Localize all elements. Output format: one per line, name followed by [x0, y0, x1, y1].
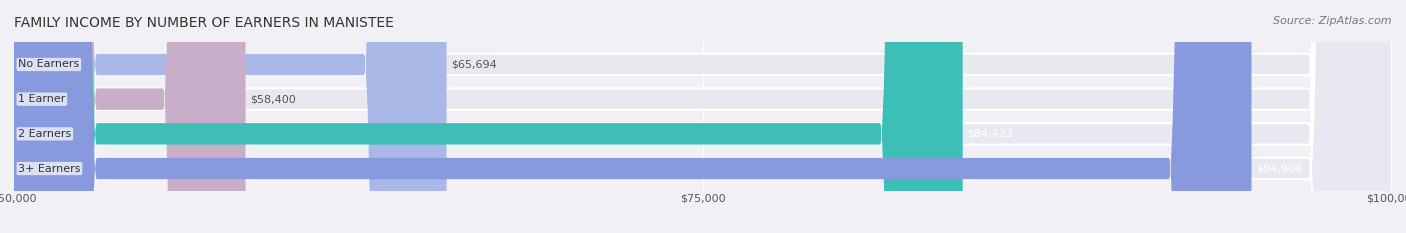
FancyBboxPatch shape	[14, 0, 447, 233]
FancyBboxPatch shape	[14, 0, 1392, 233]
FancyBboxPatch shape	[14, 0, 1392, 233]
Text: 3+ Earners: 3+ Earners	[18, 164, 80, 174]
Text: No Earners: No Earners	[18, 59, 80, 69]
FancyBboxPatch shape	[14, 0, 1251, 233]
FancyBboxPatch shape	[14, 0, 246, 233]
FancyBboxPatch shape	[14, 0, 963, 233]
FancyBboxPatch shape	[14, 0, 1392, 233]
Text: $58,400: $58,400	[250, 94, 295, 104]
Text: 2 Earners: 2 Earners	[18, 129, 72, 139]
Text: $65,694: $65,694	[451, 59, 496, 69]
Text: 1 Earner: 1 Earner	[18, 94, 66, 104]
FancyBboxPatch shape	[14, 0, 1392, 233]
Text: $94,904: $94,904	[1256, 164, 1302, 174]
Text: FAMILY INCOME BY NUMBER OF EARNERS IN MANISTEE: FAMILY INCOME BY NUMBER OF EARNERS IN MA…	[14, 16, 394, 30]
Text: $84,423: $84,423	[967, 129, 1012, 139]
Text: Source: ZipAtlas.com: Source: ZipAtlas.com	[1274, 16, 1392, 26]
